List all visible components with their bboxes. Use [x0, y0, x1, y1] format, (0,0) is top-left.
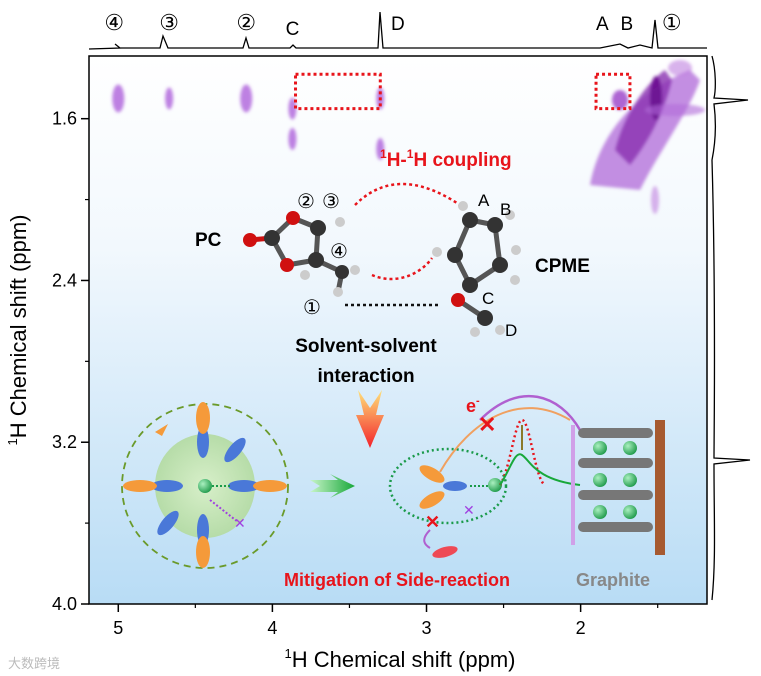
y-tick-label: 2.4 — [52, 270, 77, 290]
svg-text:✕: ✕ — [478, 412, 496, 437]
plot-frame — [88, 55, 708, 605]
electron-label: e- — [466, 395, 480, 416]
atom-label: A — [478, 191, 490, 210]
cross-peak — [240, 84, 253, 113]
projection-peak-label: ③ — [159, 10, 179, 35]
diagonal-contours — [590, 60, 705, 214]
atom-label: ① — [303, 297, 321, 319]
projection-peak-label: ④ — [104, 10, 124, 35]
x-tick-label: 5 — [113, 618, 123, 638]
solvent-label-1: Solvent-solvent — [295, 336, 437, 357]
projection-peak-label: A — [596, 14, 609, 35]
projection-peak-label: C — [286, 19, 300, 40]
solvent-label-2: interaction — [317, 366, 414, 387]
svg-text:✕: ✕ — [463, 502, 475, 518]
y-tick-label: 1.6 — [52, 109, 77, 129]
graphite-label: Graphite — [576, 570, 650, 590]
atom-label: D — [505, 321, 517, 340]
x-tick-label: 4 — [267, 618, 277, 638]
pc-label: PC — [195, 230, 222, 251]
side-projection-spectrum — [711, 55, 751, 601]
mitigation-label: Mitigation of Side-reaction — [284, 570, 510, 590]
cross-peak — [165, 87, 174, 110]
atom-label: ④ — [330, 241, 348, 263]
interface-schematic: ✕ ✕ ✕ — [388, 394, 665, 558]
molecule-schematic — [243, 182, 521, 337]
projection-peak-label: D — [391, 14, 405, 35]
y-tick-label: 3.2 — [52, 432, 77, 452]
cross-peak — [288, 97, 297, 120]
y-axis-label: 1H Chemical shift (ppm) — [5, 215, 31, 446]
atom-label: B — [500, 200, 511, 219]
y-tick-label: 4.0 — [52, 594, 77, 614]
cross-peak — [288, 127, 297, 150]
highlight-box — [594, 72, 632, 111]
top-projection-spectrum — [88, 11, 707, 50]
svg-text:✕: ✕ — [425, 512, 440, 532]
atom-label: ③ — [322, 191, 340, 213]
atom-label: C — [482, 289, 494, 308]
right-arrow — [310, 474, 355, 498]
down-arrow — [356, 390, 384, 448]
cross-peak — [112, 84, 125, 113]
atom-label: ② — [297, 191, 315, 213]
projection-peak-label: ① — [662, 10, 682, 35]
svg-text:✕: ✕ — [234, 515, 246, 531]
x-tick-label: 2 — [576, 618, 586, 638]
highlight-box — [294, 72, 382, 111]
projection-peak-label: B — [621, 14, 634, 35]
cpme-label: CPME — [535, 256, 590, 277]
watermark: 大数跨境 — [8, 656, 60, 671]
x-tick-label: 3 — [422, 618, 432, 638]
cross-peak — [376, 138, 385, 161]
coupling-label: 1H-1H coupling — [380, 147, 512, 171]
projection-peak-label: ② — [236, 10, 256, 35]
solvation-shell: ✕ — [121, 402, 289, 569]
x-axis-label: 1H Chemical shift (ppm) — [285, 646, 516, 672]
